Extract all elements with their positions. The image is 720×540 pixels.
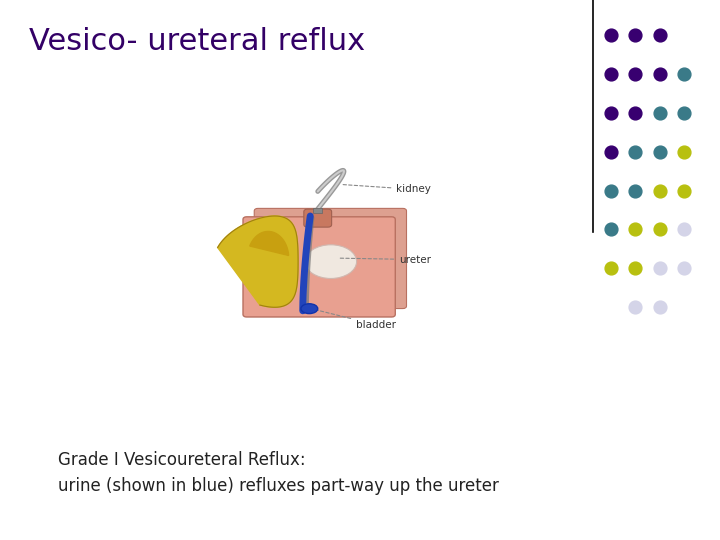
Point [629, 109, 641, 117]
Text: Grade I Vesicoureteral Reflux:
urine (shown in blue) refluxes part-way up the ur: Grade I Vesicoureteral Reflux: urine (sh… [58, 451, 498, 495]
Point [605, 147, 616, 156]
FancyBboxPatch shape [243, 217, 395, 317]
Point [654, 225, 665, 234]
Point [654, 264, 665, 273]
Point [678, 109, 690, 117]
Text: ureter: ureter [340, 254, 431, 265]
Point [629, 303, 641, 312]
Polygon shape [217, 216, 298, 307]
Point [605, 186, 616, 195]
Point [678, 264, 690, 273]
Point [629, 70, 641, 78]
Point [629, 147, 641, 156]
Point [629, 31, 641, 39]
Point [654, 147, 665, 156]
Point [629, 264, 641, 273]
Text: kidney: kidney [343, 184, 431, 194]
Text: Vesico- ureteral reflux: Vesico- ureteral reflux [29, 27, 365, 56]
Point [605, 109, 616, 117]
Point [605, 70, 616, 78]
Point [654, 303, 665, 312]
Point [678, 147, 690, 156]
Point [654, 31, 665, 39]
Point [605, 264, 616, 273]
Polygon shape [250, 232, 289, 255]
FancyBboxPatch shape [254, 208, 407, 308]
Point [678, 70, 690, 78]
Point [629, 186, 641, 195]
Point [678, 186, 690, 195]
Point [678, 225, 690, 234]
FancyBboxPatch shape [304, 209, 332, 227]
Point [605, 31, 616, 39]
Ellipse shape [301, 303, 318, 314]
Point [629, 225, 641, 234]
Text: bladder: bladder [314, 309, 396, 330]
Point [654, 186, 665, 195]
Point [605, 225, 616, 234]
Point [654, 109, 665, 117]
Point [654, 70, 665, 78]
Ellipse shape [305, 245, 356, 279]
Bar [313, 207, 323, 213]
